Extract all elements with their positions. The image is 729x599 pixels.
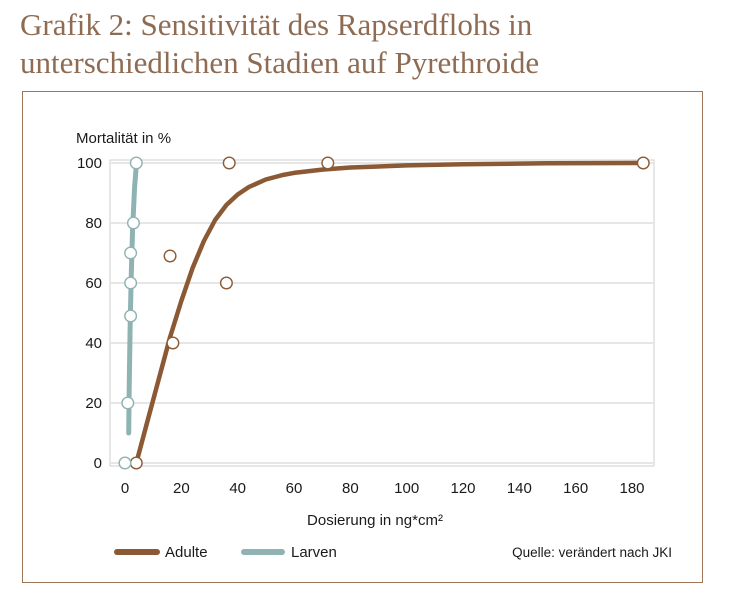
y-tick-60: 60 <box>85 275 102 292</box>
x-tick-160: 160 <box>563 480 588 497</box>
point-adulte-2 <box>163 249 177 263</box>
point-adulte-4 <box>222 156 236 170</box>
x-tick-120: 120 <box>450 480 475 497</box>
data-points <box>118 156 650 470</box>
y-axis-label: Mortalität in % <box>76 130 171 147</box>
line-larven <box>126 163 139 436</box>
point-larven-1 <box>121 396 135 410</box>
point-larven-6 <box>129 156 143 170</box>
y-tick-0: 0 <box>94 455 102 472</box>
x-tick-labels: 0 20 40 60 80 100 120 140 160 180 <box>121 480 645 497</box>
x-tick-180: 180 <box>619 480 644 497</box>
x-tick-0: 0 <box>121 480 129 497</box>
grid <box>111 162 653 464</box>
point-adulte-6 <box>636 156 650 170</box>
legend-label-adulte: Adulte <box>165 544 208 561</box>
point-larven-0 <box>118 456 132 470</box>
x-tick-20: 20 <box>173 480 190 497</box>
y-tick-40: 40 <box>85 335 102 352</box>
plot-area-border <box>109 159 655 467</box>
line-adulte <box>134 160 646 466</box>
legend-label-larven: Larven <box>291 544 337 561</box>
y-tick-labels: 0 20 40 60 80 100 <box>77 155 102 472</box>
chart-title-line-1: Grafik 2: Sensitivität des Rapserdflohs … <box>20 7 533 42</box>
point-adulte-0 <box>129 456 143 470</box>
series-lines <box>126 160 646 466</box>
chart-title: Grafik 2: Sensitivität des Rapserdflohs … <box>20 6 710 82</box>
point-larven-2 <box>124 309 138 323</box>
point-adulte-3 <box>219 276 233 290</box>
chart-frame <box>22 91 703 583</box>
y-tick-100: 100 <box>77 155 102 172</box>
point-adulte-5 <box>321 156 335 170</box>
x-tick-140: 140 <box>507 480 532 497</box>
point-adulte-1 <box>166 336 180 350</box>
x-axis-label: Dosierung in ng*cm² <box>307 512 443 529</box>
point-larven-3 <box>124 276 138 290</box>
y-tick-80: 80 <box>85 215 102 232</box>
x-tick-100: 100 <box>394 480 419 497</box>
chart-title-line-2: unterschiedlichen Stadien auf Pyrethroid… <box>20 45 540 80</box>
legend: Adulte Larven <box>114 544 337 561</box>
x-tick-80: 80 <box>342 480 359 497</box>
x-tick-40: 40 <box>229 480 246 497</box>
y-tick-20: 20 <box>85 395 102 412</box>
point-larven-4 <box>124 246 138 260</box>
source-note: Quelle: verändert nach JKI <box>512 545 672 560</box>
point-larven-5 <box>126 216 140 230</box>
x-tick-60: 60 <box>286 480 303 497</box>
